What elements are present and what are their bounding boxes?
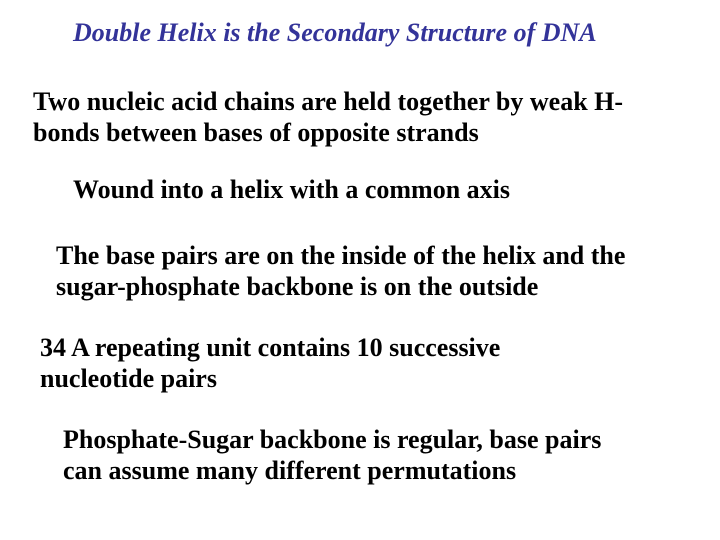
slide: Double Helix is the Secondary Structure … [0, 0, 720, 540]
paragraph-3: The base pairs are on the inside of the … [56, 240, 666, 302]
slide-title: Double Helix is the Secondary Structure … [73, 18, 597, 48]
paragraph-4: 34 A repeating unit contains 10 successi… [40, 332, 600, 394]
paragraph-2: Wound into a helix with a common axis [73, 174, 673, 205]
paragraph-5: Phosphate-Sugar backbone is regular, bas… [63, 424, 633, 486]
paragraph-1: Two nucleic acid chains are held togethe… [33, 86, 663, 148]
